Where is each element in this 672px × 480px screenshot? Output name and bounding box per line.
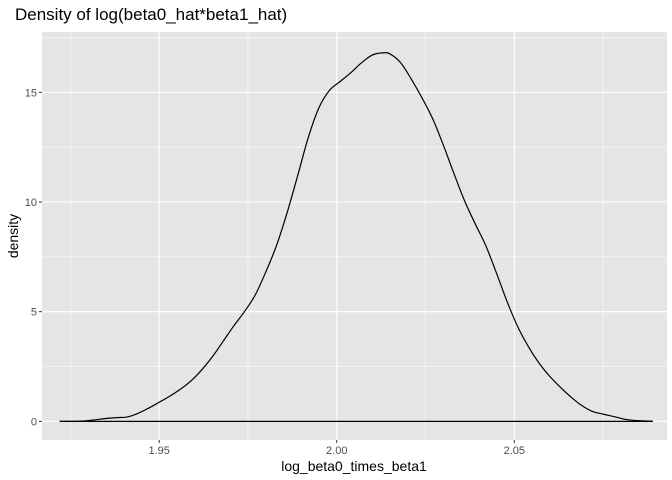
y-tick-label: 0 bbox=[31, 416, 37, 428]
x-tick-label: 2.00 bbox=[326, 445, 347, 457]
minor-gridlines bbox=[42, 32, 667, 440]
density-curve bbox=[59, 52, 653, 422]
x-axis-ticks: 1.95 2.00 2.05 bbox=[148, 440, 525, 457]
chart-title: Density of log(beta0_hat*beta1_hat) bbox=[15, 5, 287, 24]
y-tick-label: 15 bbox=[25, 87, 37, 99]
x-tick-label: 2.05 bbox=[504, 445, 525, 457]
y-tick-label: 10 bbox=[25, 197, 37, 209]
x-axis-title: log_beta0_times_beta1 bbox=[281, 458, 427, 474]
y-axis-title: density bbox=[5, 214, 21, 258]
plot-panel bbox=[42, 32, 667, 440]
y-tick-label: 5 bbox=[31, 307, 37, 319]
x-tick-label: 1.95 bbox=[148, 445, 169, 457]
y-axis-ticks: 0 5 10 15 bbox=[25, 87, 42, 428]
